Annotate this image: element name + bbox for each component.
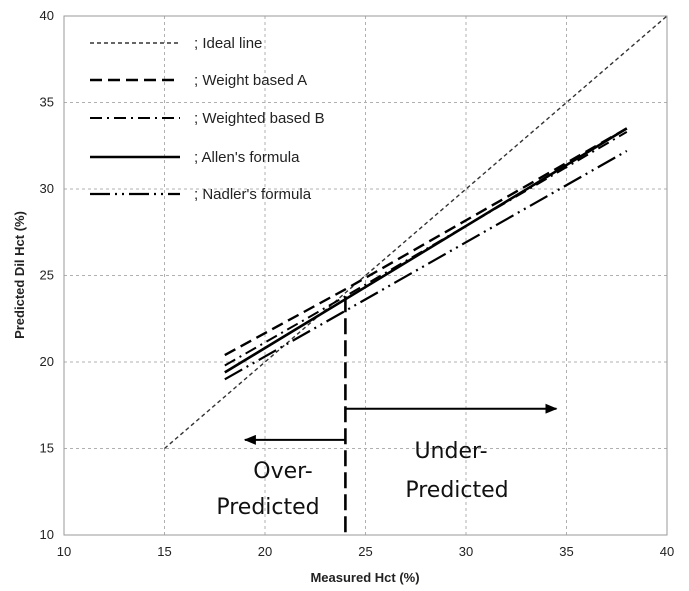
legend: ; Ideal line ; Weight based A ; Weighted… [90, 35, 325, 203]
y-tick-label: 35 [40, 95, 54, 110]
series-ideal-line [164, 15, 668, 450]
y-tick-label: 10 [40, 527, 54, 542]
x-tick-label: 20 [258, 544, 272, 559]
annotation-over-line1: Over- [253, 459, 312, 484]
x-axis-title: Measured Hct (%) [310, 570, 419, 585]
y-tick-label: 25 [40, 268, 54, 283]
annotation-over-line2: Predicted [216, 495, 319, 520]
y-axis-title: Predicted Dil Hct (%) [12, 211, 27, 339]
y-tick-label: 40 [40, 8, 54, 23]
legend-label-ideal: ; Ideal line [194, 35, 262, 52]
legend-label-weighted-b: ; Weighted based B [194, 110, 325, 127]
x-tick-label: 10 [57, 544, 71, 559]
legend-label-nadler: ; Nadler's formula [194, 186, 312, 203]
series-weight-based-a [224, 127, 628, 357]
legend-label-allen: ; Allen's formula [194, 149, 300, 166]
x-tick-label: 15 [157, 544, 171, 559]
legend-label-weight-a: ; Weight based A [194, 72, 307, 89]
grid [64, 16, 667, 535]
series-allen-formula [224, 127, 628, 374]
plot-border [63, 15, 668, 536]
annotations [243, 296, 558, 535]
annotation-under-line2: Predicted [405, 478, 508, 503]
y-tick-label: 20 [40, 354, 54, 369]
series-lines [164, 15, 668, 450]
x-tick-label: 25 [358, 544, 372, 559]
y-tick-label: 15 [40, 441, 54, 456]
y-tick-label: 30 [40, 181, 54, 196]
x-tick-label: 35 [559, 544, 573, 559]
x-tick-label: 30 [459, 544, 473, 559]
annotation-under-line1: Under- [414, 439, 487, 464]
x-tick-label: 40 [660, 544, 674, 559]
x-axis-ticks: 10 15 20 25 30 35 40 [57, 544, 674, 559]
y-axis-ticks: 10 15 20 25 30 35 40 [40, 8, 54, 542]
